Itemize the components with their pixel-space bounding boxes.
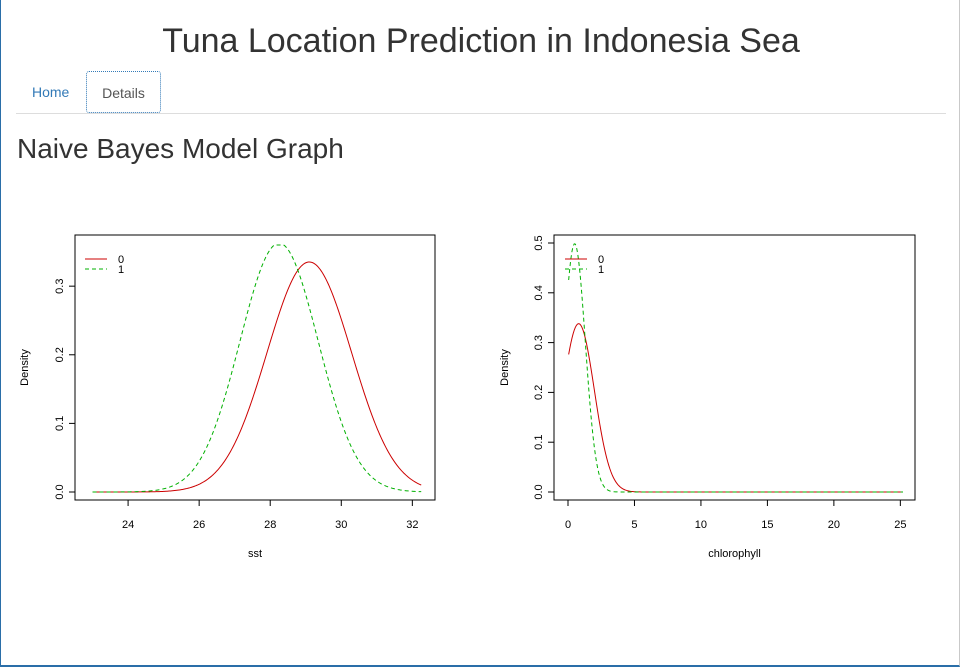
x-tick-label: 15 xyxy=(761,519,773,531)
tab-home[interactable]: Home xyxy=(32,84,70,100)
x-tick-label: 30 xyxy=(335,519,347,531)
x-tick-label: 26 xyxy=(193,519,205,531)
legend-label-0: 0 xyxy=(598,254,604,266)
nav-tabs: Home Details xyxy=(16,71,946,114)
y-tick-label: 0.2 xyxy=(533,385,545,400)
x-axis-label: sst xyxy=(248,548,262,560)
series-line-0 xyxy=(92,261,422,493)
section-title: Naive Bayes Model Graph xyxy=(17,133,344,164)
x-tick-label: 5 xyxy=(631,519,637,531)
x-tick-label: 32 xyxy=(406,519,418,531)
x-tick-label: 20 xyxy=(828,519,840,531)
series-line-1 xyxy=(568,243,903,493)
y-tick-label: 0.4 xyxy=(533,285,545,300)
x-tick-label: 10 xyxy=(695,519,707,531)
y-tick-label: 0.3 xyxy=(533,335,545,350)
y-axis-label: Density xyxy=(19,349,31,386)
x-tick-label: 25 xyxy=(894,519,906,531)
y-tick-label: 0.0 xyxy=(54,484,66,499)
sst-density-chart: 24 26 28 30 32 0.0 0.1 0.2 0.3 sst Density 01 xyxy=(19,234,436,560)
y-tick-label: 0.2 xyxy=(54,347,66,362)
y-tick-label: 0.1 xyxy=(54,416,66,431)
x-tick-label: 0 xyxy=(565,519,571,531)
x-tick-label: 24 xyxy=(122,519,134,531)
app-title: Tuna Location Prediction in Indonesia Se… xyxy=(162,22,800,60)
x-tick-label: 28 xyxy=(264,519,276,531)
y-axis-label: Density xyxy=(499,349,511,386)
plot-frame xyxy=(74,234,436,501)
y-tick-label: 0.5 xyxy=(533,235,545,250)
y-tick-label: 0.3 xyxy=(54,279,66,294)
legend-label-1: 1 xyxy=(118,264,124,276)
chlorophyll-density-chart: 0 5 10 15 20 250.00.10.20.30.40.5chlorophyllD… xyxy=(499,234,916,560)
plot-frame xyxy=(553,234,916,501)
series-line-1 xyxy=(92,244,422,493)
legend-label-1: 1 xyxy=(598,264,604,276)
series-line-0 xyxy=(568,323,903,493)
y-tick-label: 0.1 xyxy=(533,435,545,450)
legend-label-0: 0 xyxy=(118,254,124,266)
tab-details[interactable]: Details xyxy=(86,71,161,113)
x-axis-label: chlorophyll xyxy=(708,548,761,560)
y-tick-label: 0.0 xyxy=(533,484,545,499)
